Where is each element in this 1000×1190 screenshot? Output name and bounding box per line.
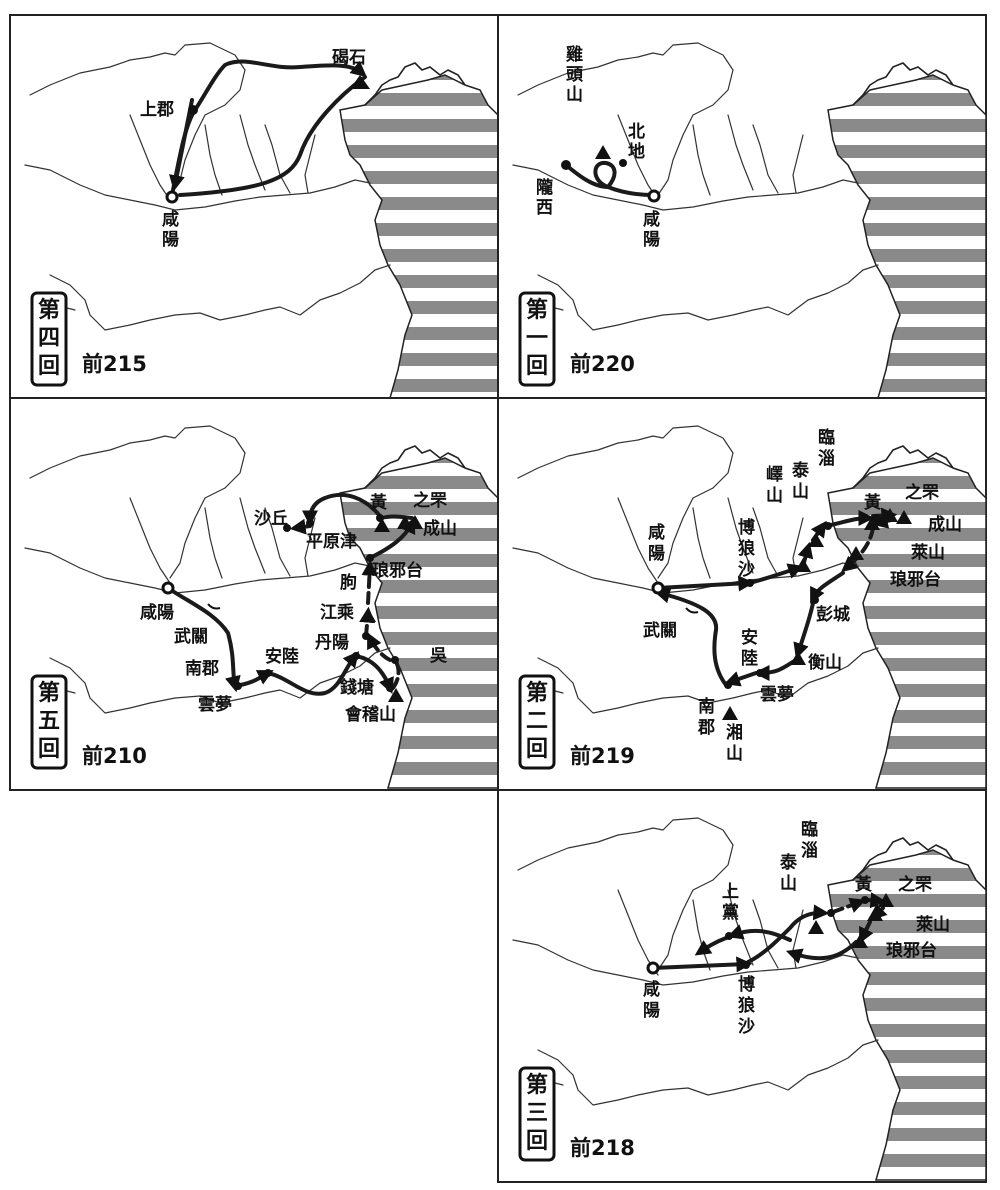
badge-char: 第 bbox=[526, 1072, 548, 1098]
place-label: 衡山 bbox=[808, 652, 842, 673]
place-label-vertical: 咸 bbox=[162, 209, 179, 230]
place-label: 平原津 bbox=[306, 531, 357, 552]
place-label: 雲夢 bbox=[198, 695, 232, 715]
place-label-vertical: 北 bbox=[628, 122, 645, 142]
place-label: 雲夢 bbox=[760, 685, 794, 705]
place-label-vertical: 淄 bbox=[801, 840, 818, 861]
badge-char: 第 bbox=[38, 297, 60, 323]
place-label-vertical: 咸 bbox=[643, 209, 660, 230]
place-label-vertical: 山 bbox=[766, 486, 783, 506]
badge-char: 回 bbox=[38, 737, 60, 762]
badge-char: 第 bbox=[38, 680, 60, 706]
place-label: 黃 bbox=[863, 493, 881, 513]
badge-char: 一 bbox=[526, 326, 548, 351]
place-label: 萊山 bbox=[911, 542, 945, 563]
panel-4: 碣石 上郡 咸 陽 第 四 回 前215 bbox=[9, 14, 499, 406]
badge-char: 回 bbox=[38, 354, 60, 379]
place-label: 上郡 bbox=[140, 100, 174, 120]
panel-5: 沙丘 黃 之罘 成山 平原津 琅邪台 朐 江乘 丹陽 吳 錢塘 會稽山 咸陽 武… bbox=[9, 397, 499, 791]
place-label-vertical: 山 bbox=[566, 85, 583, 105]
place-label: 沙丘 bbox=[254, 509, 288, 529]
place-label-vertical: 山 bbox=[726, 744, 743, 764]
place-label-vertical: 山 bbox=[780, 874, 797, 894]
place-label-vertical: 黨 bbox=[722, 902, 739, 923]
place-label-vertical: 雞 bbox=[565, 44, 583, 65]
place-label-vertical: 山 bbox=[792, 482, 809, 502]
place-label-vertical: 泰 bbox=[792, 460, 810, 481]
panel-2: 臨 淄 泰 山 嶧 山 黃 之罘 成山 萊山 琅邪台 咸 陽 博 狼 沙 彭城 … bbox=[497, 397, 987, 791]
place-label: 武關 bbox=[643, 620, 677, 641]
panel-date: 前215 bbox=[82, 352, 147, 376]
place-label: 琅邪台 bbox=[886, 940, 937, 961]
place-label-vertical: 淄 bbox=[818, 448, 835, 469]
place-label-vertical: 嶧 bbox=[766, 465, 783, 485]
badge-char: 三 bbox=[526, 1101, 548, 1126]
place-label: 丹陽 bbox=[315, 633, 349, 653]
place-label-vertical: 博 bbox=[738, 974, 755, 995]
place-label-vertical: 博 bbox=[738, 517, 755, 538]
panel-1: 雞 頭 山 北 地 隴 西 咸 陽 第 一 回 前220 bbox=[497, 14, 987, 406]
place-label-vertical: 陽 bbox=[162, 230, 179, 250]
place-label: 之罘 bbox=[413, 490, 447, 511]
place-label-vertical: 上 bbox=[722, 882, 739, 902]
panel-date: 前219 bbox=[570, 744, 635, 768]
place-label-vertical: 狼 bbox=[738, 995, 755, 1016]
place-label-vertical: 臨 bbox=[818, 427, 835, 448]
panel-date: 前210 bbox=[82, 744, 147, 768]
place-label-vertical: 陽 bbox=[648, 544, 665, 564]
badge-char: 第 bbox=[526, 680, 548, 706]
place-label-vertical: 隴 bbox=[536, 177, 553, 198]
place-label: 武關 bbox=[174, 626, 208, 647]
place-label: 錢塘 bbox=[340, 677, 374, 698]
place-label-vertical: 陸 bbox=[741, 648, 758, 669]
place-label: 琅邪台 bbox=[890, 569, 941, 590]
place-label-vertical: 郡 bbox=[697, 718, 715, 738]
place-label-vertical: 沙 bbox=[738, 560, 755, 580]
place-label-vertical: 西 bbox=[536, 198, 553, 218]
panel-date: 前218 bbox=[570, 1136, 635, 1160]
place-label-vertical: 泰 bbox=[780, 852, 798, 873]
panel-3: 臨 淄 泰 山 黃 之罘 萊山 琅邪台 上 黨 咸 陽 博 狼 沙 第 三 回 … bbox=[497, 789, 987, 1183]
place-label-vertical: 南 bbox=[698, 696, 715, 717]
place-label-vertical: 咸 bbox=[643, 979, 660, 1000]
place-label-vertical: 頭 bbox=[566, 65, 584, 85]
place-label: 萊山 bbox=[916, 914, 950, 935]
place-label: 朐 bbox=[340, 572, 357, 593]
place-label: 安陸 bbox=[265, 646, 299, 667]
place-label: 黃 bbox=[369, 493, 387, 513]
badge-char: 回 bbox=[526, 737, 548, 762]
place-label-vertical: 咸 bbox=[648, 522, 665, 543]
badge-char: 回 bbox=[526, 1129, 548, 1154]
place-label-vertical: 沙 bbox=[738, 1017, 755, 1037]
place-label: 之罘 bbox=[905, 482, 939, 503]
place-label: 黃 bbox=[854, 875, 872, 895]
place-label: 南郡 bbox=[185, 658, 219, 679]
place-label-vertical: 安 bbox=[741, 627, 758, 648]
place-label: 成山 bbox=[423, 518, 457, 539]
place-label: 江乘 bbox=[320, 603, 354, 623]
place-label-vertical: 狼 bbox=[738, 538, 755, 559]
place-label-vertical: 臨 bbox=[801, 819, 818, 840]
place-label: 之罘 bbox=[898, 874, 932, 895]
place-label-vertical: 陽 bbox=[643, 230, 660, 250]
place-label: 成山 bbox=[928, 514, 962, 535]
place-label: 彭城 bbox=[816, 604, 850, 625]
place-label: 咸陽 bbox=[140, 602, 174, 623]
place-label-vertical: 湘 bbox=[726, 722, 743, 743]
place-label: 碣石 bbox=[332, 48, 366, 68]
badge-char: 二 bbox=[526, 709, 548, 734]
place-label-vertical: 地 bbox=[628, 141, 645, 162]
badge-char: 回 bbox=[526, 354, 548, 379]
place-label-vertical: 陽 bbox=[643, 1001, 660, 1021]
place-label: 琅邪台 bbox=[372, 560, 423, 581]
place-label: 會稽山 bbox=[344, 704, 396, 725]
badge-char: 第 bbox=[526, 297, 548, 323]
badge-char: 五 bbox=[38, 709, 60, 734]
place-label: 吳 bbox=[430, 646, 448, 666]
panel-date: 前220 bbox=[570, 352, 635, 376]
badge-char: 四 bbox=[38, 326, 60, 351]
